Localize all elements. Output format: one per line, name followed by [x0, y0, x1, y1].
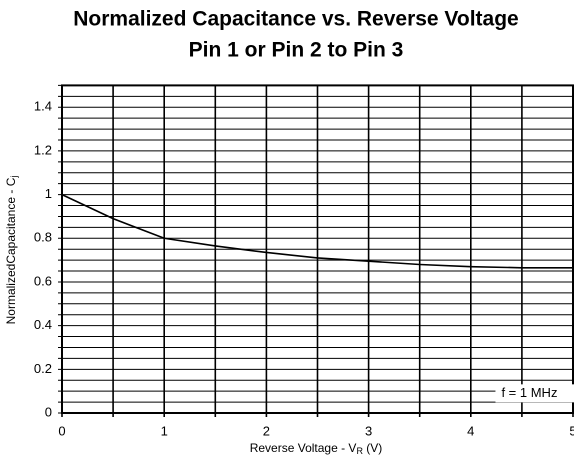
y-axis-label: NormalizedCapacitance - Cj [4, 176, 19, 325]
annotation: f = 1 MHz [501, 385, 557, 400]
y-tick-label: 0.6 [34, 273, 52, 288]
x-label-text: (V) [363, 441, 382, 455]
x-tick-label: 0 [58, 423, 65, 438]
y-label-subscript: j [9, 176, 19, 179]
annotation-box [495, 384, 574, 403]
y-tick-label: 1.4 [34, 99, 52, 114]
x-tick-label: 3 [365, 423, 372, 438]
x-label-text: Reverse Voltage - V [250, 441, 357, 455]
plot-frame [61, 84, 574, 415]
y-tick-label: 0.4 [34, 317, 52, 332]
x-tick-label: 4 [467, 423, 474, 438]
x-tick-label: 5 [569, 423, 574, 438]
chart-subtitle: Pin 1 or Pin 2 to Pin 3 [189, 39, 404, 62]
y-tick-label: 1 [45, 186, 52, 201]
y-label-text: NormalizedCapacitance - C [4, 177, 18, 324]
y-tick-label: 0.8 [34, 230, 52, 245]
x-axis-label: Reverse Voltage - VR (V) [250, 441, 383, 456]
chart-title: Normalized Capacitance vs. Reverse Volta… [73, 8, 518, 31]
y-tick-label: 1.2 [34, 142, 52, 157]
y-tick-label: 0.2 [34, 361, 52, 376]
x-tick-label: 2 [263, 423, 270, 438]
x-label-subscript: R [356, 446, 363, 456]
x-tick-label: 1 [161, 423, 168, 438]
y-tick-label: 0 [45, 404, 52, 419]
data-line [61, 193, 573, 269]
